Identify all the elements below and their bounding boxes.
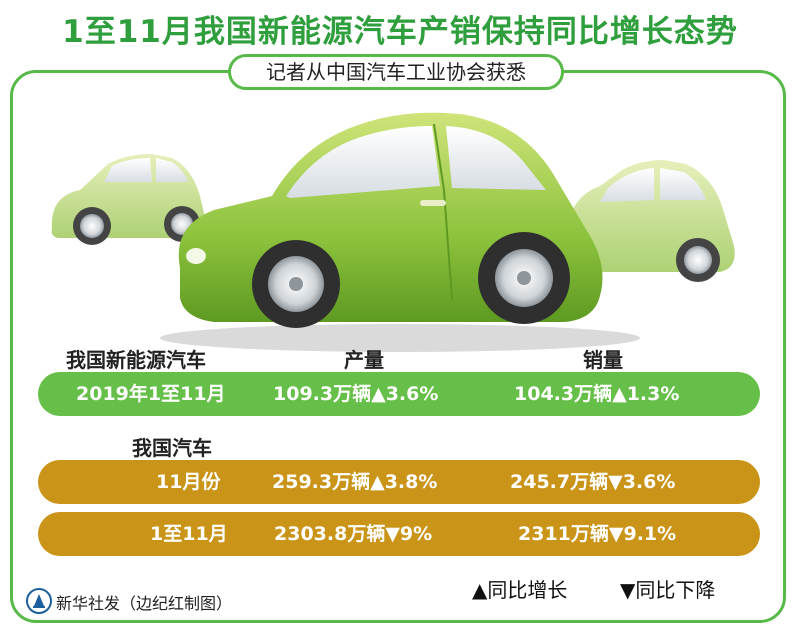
- main-car: [160, 112, 640, 352]
- subtitle: 记者从中国汽车工业协会获悉: [228, 54, 564, 90]
- nev-row-sales: 104.3万辆▲1.3%: [514, 383, 680, 405]
- xinhua-logo-icon: [26, 588, 52, 614]
- legend-down: ▼同比下降: [620, 578, 716, 602]
- nev-row: 2019年1至11月 109.3万辆▲3.6% 104.3万辆▲1.3%: [38, 372, 760, 416]
- small-car-right: [566, 160, 735, 282]
- all-row-ytd: 1至11月 2303.8万辆▼9% 2311万辆▼9.1%: [38, 512, 760, 556]
- all-row-ytd-production: 2303.8万辆▼9%: [274, 523, 433, 545]
- all-row-ytd-period: 1至11月: [150, 523, 228, 545]
- all-row-month: 11月份 259.3万辆▲3.8% 245.7万辆▼3.6%: [38, 460, 760, 504]
- nev-section-label: 我国新能源汽车: [66, 348, 206, 372]
- small-car-left: [51, 154, 207, 245]
- nev-row-production: 109.3万辆▲3.6%: [273, 383, 439, 405]
- legend-up: ▲同比增长: [472, 578, 568, 602]
- all-row-month-production: 259.3万辆▲3.8%: [272, 471, 438, 493]
- credit-text: 新华社发（边纪红制图）: [56, 594, 233, 613]
- all-row-month-sales: 245.7万辆▼3.6%: [510, 471, 676, 493]
- page-title: 1至11月我国新能源汽车产销保持同比增长态势: [62, 14, 738, 50]
- column-header-sales: 销量: [583, 348, 623, 372]
- all-section-label: 我国汽车: [132, 436, 212, 460]
- column-header-production: 产量: [344, 348, 384, 372]
- all-row-ytd-sales: 2311万辆▼9.1%: [518, 523, 677, 545]
- all-row-month-period: 11月份: [156, 471, 221, 493]
- nev-row-period: 2019年1至11月: [76, 383, 226, 405]
